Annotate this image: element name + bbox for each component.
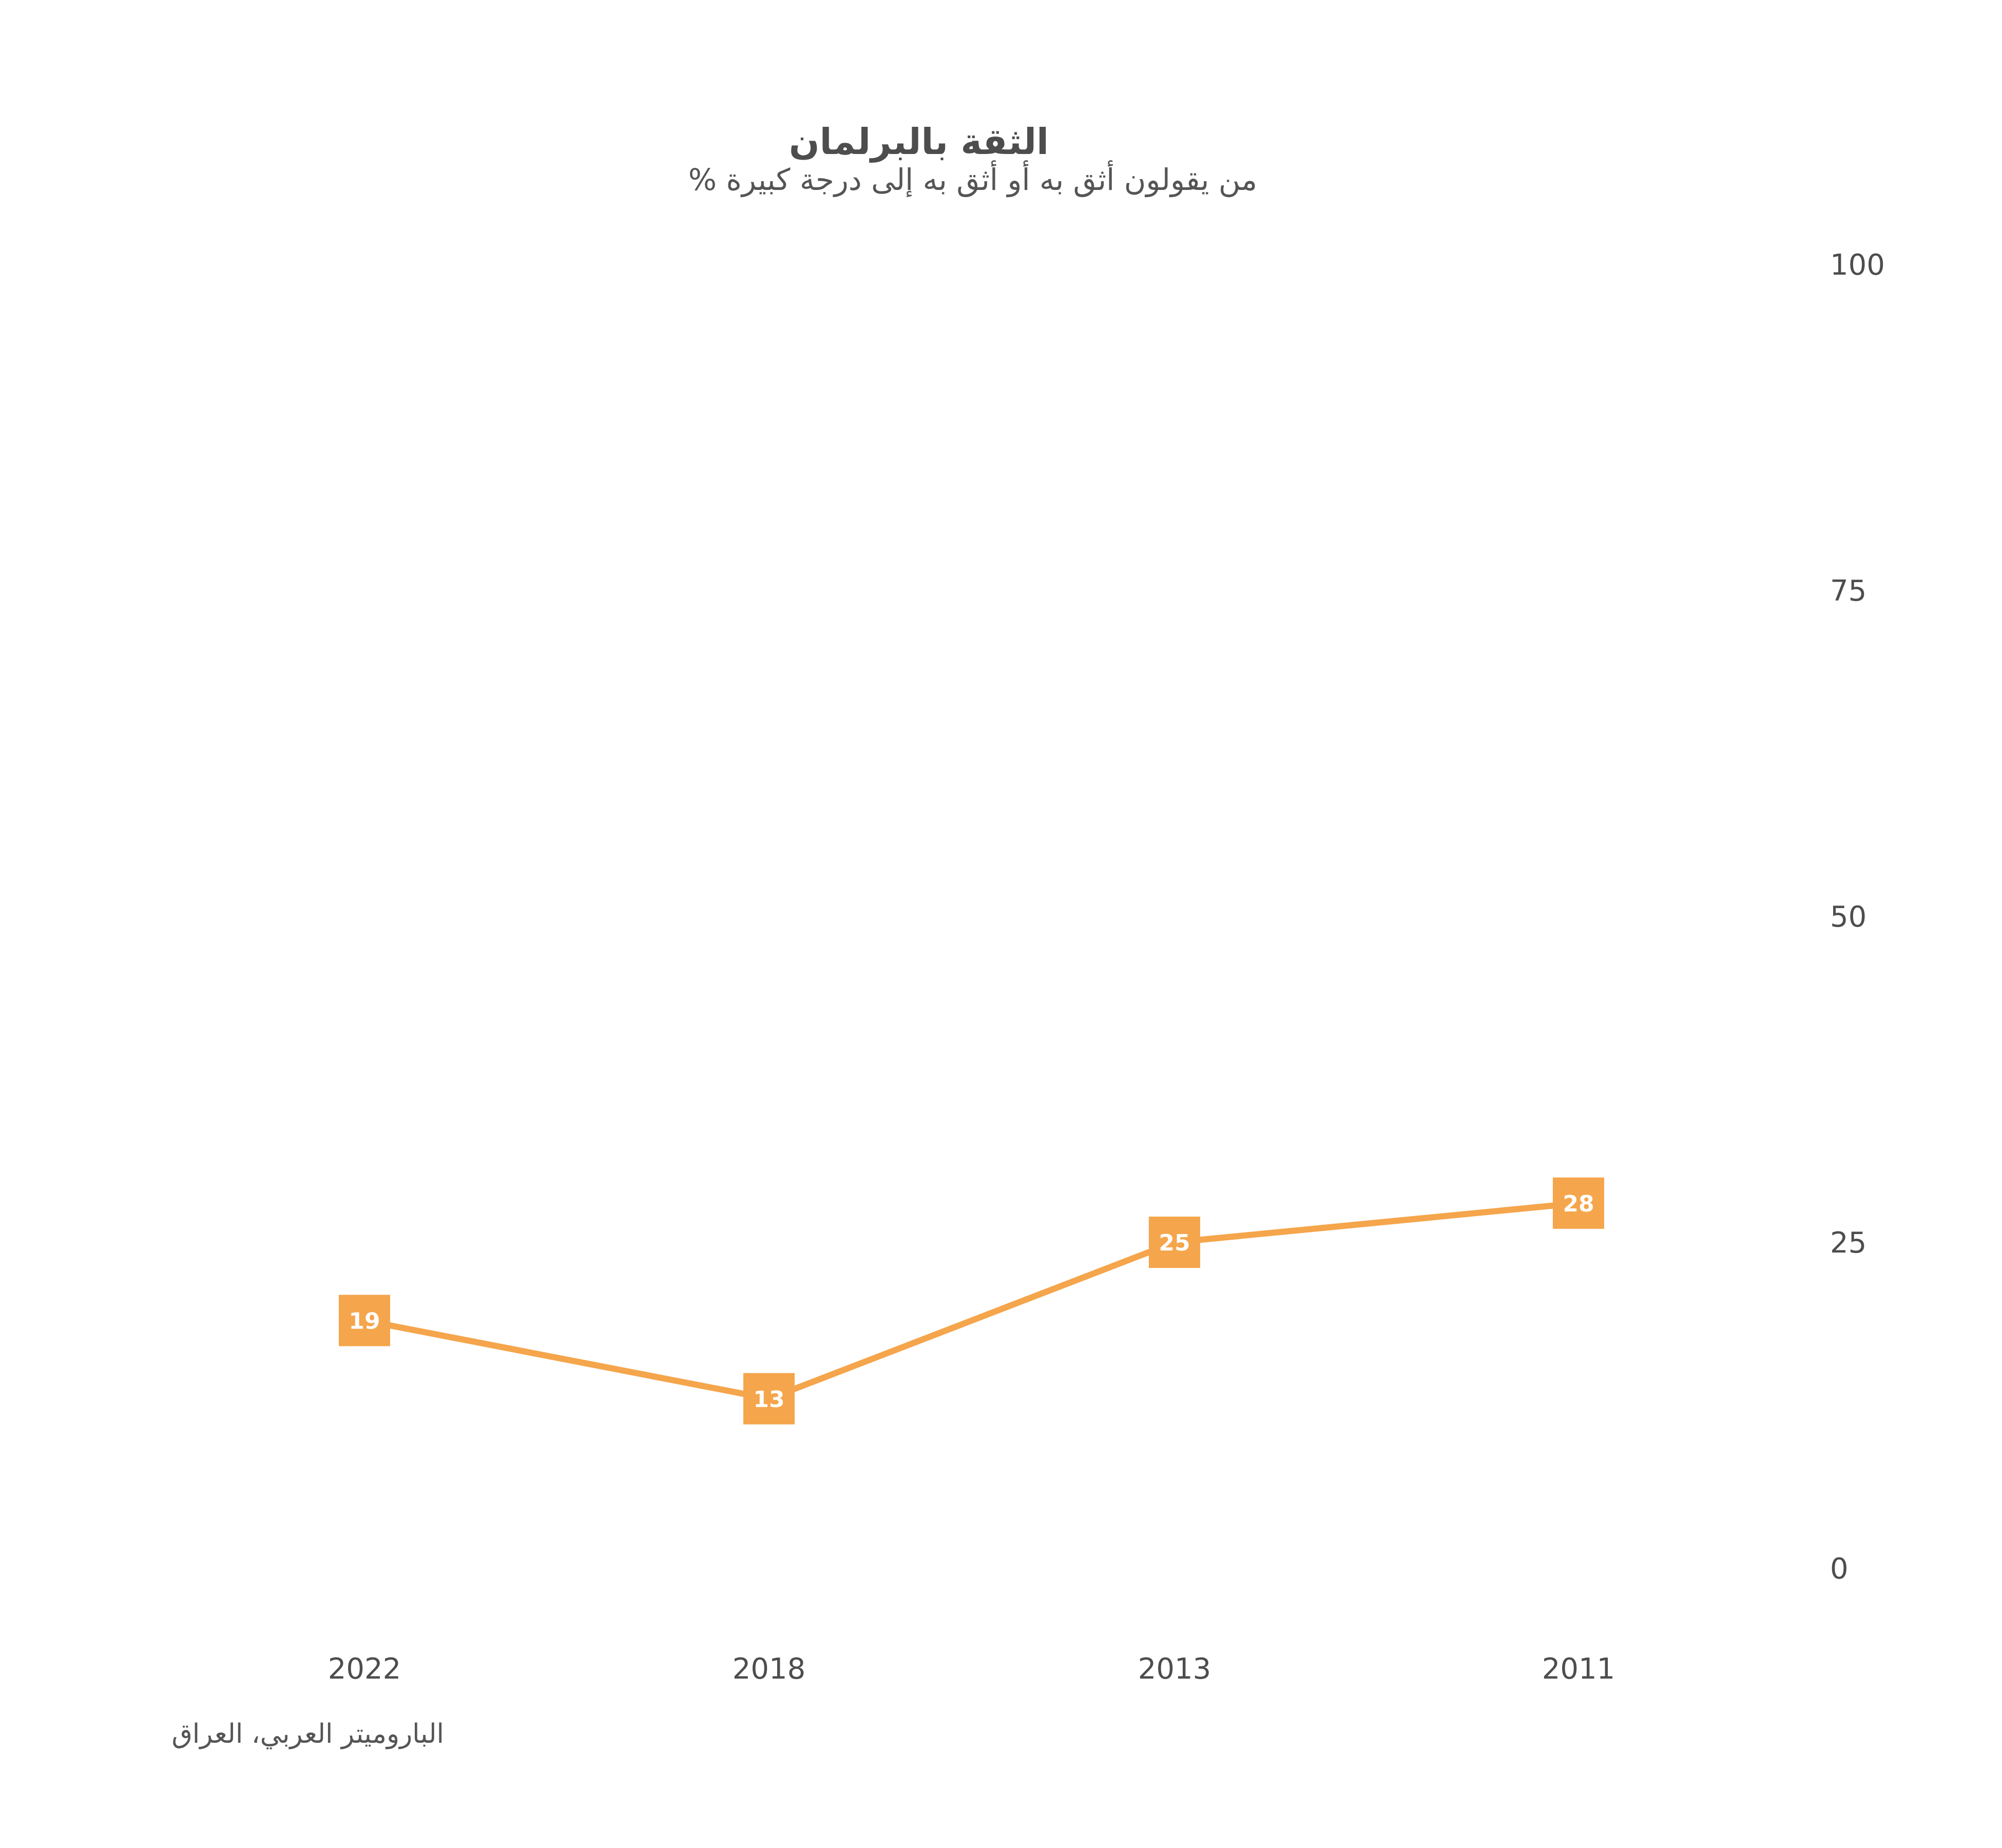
data-label: 28 [1563, 1191, 1594, 1217]
series-line: 19 13 25 28 [339, 1177, 1604, 1424]
data-point-marker [339, 1295, 390, 1346]
y-tick-label: 75 [1830, 574, 1866, 608]
x-tick-label: 2013 [1138, 1652, 1211, 1686]
x-tick-label: 2011 [1542, 1652, 1615, 1686]
chart-title: الثقة بالبرلمان [789, 121, 1049, 163]
data-point-marker [743, 1373, 795, 1424]
y-tick-label: 0 [1830, 1552, 1849, 1586]
y-tick-label: 50 [1830, 900, 1866, 934]
data-point-marker [1553, 1177, 1604, 1229]
y-axis: 0 25 50 75 100 [1830, 248, 1885, 1586]
data-point-marker [1149, 1217, 1200, 1268]
data-label: 19 [349, 1308, 380, 1334]
y-tick-label: 100 [1830, 248, 1885, 282]
x-axis: 2022 2018 2013 2011 [328, 1652, 1615, 1686]
y-tick-label: 25 [1830, 1226, 1866, 1260]
series-polyline [361, 1200, 1582, 1402]
chart-subtitle: % من يقولون أثق به أو أثق به إلى درجة كب… [688, 160, 1257, 198]
chart-source: الباروميتر العربي، العراق [171, 1719, 444, 1749]
x-tick-label: 2018 [733, 1652, 806, 1686]
x-tick-label: 2022 [328, 1652, 401, 1686]
data-label: 13 [753, 1387, 784, 1413]
data-label: 25 [1159, 1230, 1190, 1256]
